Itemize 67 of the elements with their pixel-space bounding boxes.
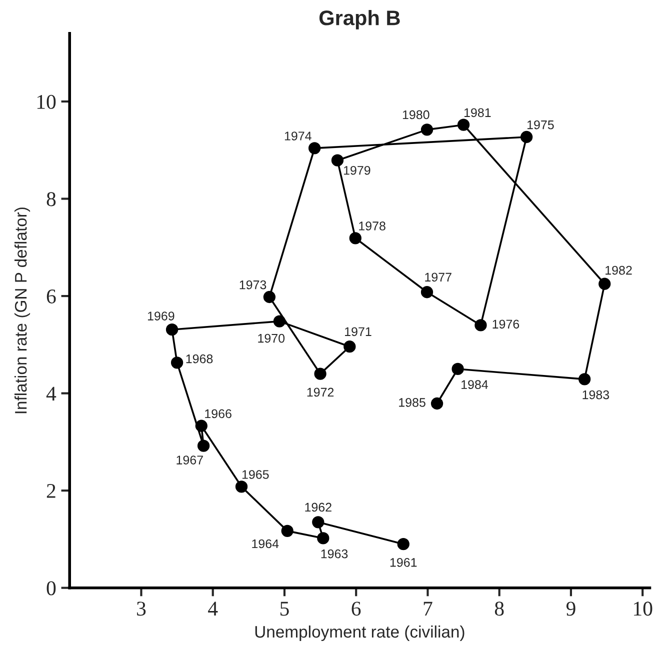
annotation: 1964: [252, 539, 279, 548]
annotation: 1965: [242, 470, 269, 479]
point: [420, 286, 434, 298]
annotation: 1967: [176, 456, 203, 464]
annotation: 1972: [307, 388, 334, 397]
x-tick-label: 9: [566, 602, 576, 616]
point: [420, 124, 434, 136]
point: [235, 480, 248, 493]
point: [317, 532, 330, 544]
y-tick-label: 4: [46, 386, 56, 401]
point: [314, 368, 326, 380]
x-tick-label: 6: [352, 602, 361, 616]
y-tick-label: 6: [46, 289, 56, 304]
point: [197, 440, 210, 452]
point: [474, 319, 487, 332]
point: [308, 142, 321, 154]
annotation: 1961: [390, 558, 417, 567]
point: [166, 324, 178, 336]
x-tick-label: 5: [280, 602, 289, 616]
x-tick-label: 10: [634, 602, 652, 616]
annotation: 1978: [359, 222, 386, 230]
annotation: 1975: [527, 120, 554, 130]
x-tick-label: 8: [494, 602, 504, 616]
x-axis-title: Unemployment rate (civilian): [255, 625, 464, 642]
annotation: 1980: [402, 110, 430, 120]
annotation: 1970: [258, 334, 285, 343]
point: [578, 373, 591, 386]
point: [457, 118, 470, 131]
annotation: 1985: [399, 398, 426, 407]
annotation: 1968: [186, 354, 213, 364]
annotation: 1971: [345, 327, 372, 336]
annotation: 1974: [284, 132, 312, 140]
annotation: 1976: [492, 320, 520, 329]
annotation: 1963: [321, 549, 348, 558]
annotation: 1962: [305, 502, 332, 512]
annotation: 1973: [240, 280, 266, 290]
annotation: 1979: [344, 166, 370, 175]
y-axis-title: Inflation rate (GN P deflator): [14, 208, 30, 414]
annotation: 1982: [606, 266, 632, 275]
annotation: 1984: [462, 380, 488, 390]
point: [195, 420, 208, 432]
annotation: 1983: [582, 390, 610, 400]
point: [312, 516, 324, 528]
point: [170, 356, 184, 369]
point: [452, 362, 464, 376]
y-tick-label: 2: [46, 484, 56, 498]
y-tick-label: 8: [46, 192, 56, 206]
annotation: 1969: [148, 312, 174, 320]
point: [273, 315, 286, 328]
point: [598, 278, 611, 290]
chart-title: Graph B: [319, 10, 400, 30]
annotation: 1966: [205, 409, 232, 418]
annotation: 1981: [464, 108, 491, 118]
point: [520, 130, 533, 144]
x-tick-label: 7: [424, 602, 432, 616]
x-tick-label: 3: [137, 602, 146, 616]
y-tick-label: 0: [46, 581, 56, 596]
annotation: 1977: [425, 272, 452, 282]
point: [331, 154, 344, 166]
point: [263, 290, 276, 304]
point: [397, 538, 410, 550]
point: [349, 232, 362, 244]
point: [344, 340, 356, 353]
y-tick-label: 10: [37, 94, 56, 109]
x-tick-label: 4: [208, 602, 218, 616]
point: [430, 397, 444, 410]
point: [281, 524, 294, 538]
